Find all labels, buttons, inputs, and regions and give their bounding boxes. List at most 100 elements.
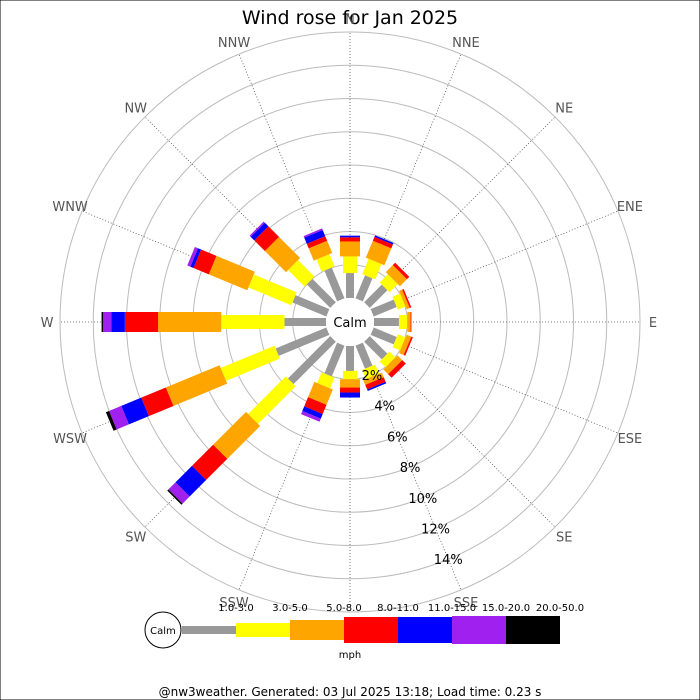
- bar-segment-nnw-4: [304, 229, 326, 244]
- legend-label-0: 1.0-3.0: [218, 603, 253, 614]
- bar-segment-sse-1: [362, 364, 380, 380]
- bar-segment-nw-5: [249, 221, 265, 237]
- bar-segment-ne-2: [385, 265, 407, 287]
- legend-calm-label: Calm: [150, 626, 176, 637]
- bar-segment-sw-0: [287, 336, 336, 385]
- direction-label-e: E: [649, 316, 657, 331]
- bar-segment-wnw-2: [208, 255, 255, 291]
- radial-tick-label: 6%: [387, 430, 408, 445]
- spoke-ene: [372, 210, 619, 314]
- legend-label-1: 3.0-5.0: [272, 603, 307, 614]
- bar-segment-wnw-3: [193, 249, 217, 275]
- bar-segment-s-4: [340, 392, 360, 398]
- bar-segment-ssw-2: [308, 381, 333, 405]
- bar-segment-ssw-0: [324, 342, 345, 377]
- footer-text: @nw3weather. Generated: 03 Jul 2025 13:1…: [159, 685, 542, 699]
- chart-title: Wind rose for Jan 2025: [242, 7, 458, 29]
- bar-segment-wsw-5: [108, 405, 129, 430]
- bar-segment-ne-1: [379, 274, 398, 293]
- bar-segment-e-3: [410, 312, 412, 332]
- spoke-ssw: [238, 344, 342, 591]
- bar-segment-sse-4: [367, 381, 387, 392]
- bar-segment-ne-3: [392, 262, 410, 280]
- bar-segment-se-0: [364, 336, 388, 360]
- bar-segment-wnw-1: [248, 274, 297, 306]
- bar-segment-sw-4: [175, 465, 207, 497]
- bar-segment-se-3: [388, 360, 406, 378]
- bar-segment-nnw-3: [306, 236, 328, 249]
- radial-tick-label: 2%: [362, 369, 383, 384]
- bar-segment-wsw-2: [165, 365, 228, 406]
- wind-bars: [101, 221, 413, 505]
- direction-label-wsw: WSW: [53, 432, 87, 447]
- bar-segment-ene-1: [392, 293, 406, 310]
- legend-swatch-0: [182, 626, 236, 634]
- bar-segment-ene-3: [402, 288, 412, 309]
- bar-segment-ssw-5: [301, 410, 321, 422]
- legend-swatch-6: [506, 616, 560, 644]
- bar-segment-ese-0: [370, 327, 397, 345]
- bar-segment-s-3: [340, 387, 360, 393]
- bar-segment-nne-2: [365, 240, 392, 266]
- bar-segment-n-4: [340, 235, 360, 238]
- calm-label: Calm: [333, 316, 366, 331]
- direction-label-w: W: [41, 316, 54, 331]
- bar-segment-nne-1: [362, 258, 382, 280]
- bar-segment-sse-2: [363, 372, 384, 385]
- bar-segment-wnw-5: [187, 246, 199, 267]
- bar-w: [101, 312, 326, 332]
- direction-label-sse: SSE: [454, 596, 479, 611]
- calm-circle-group: Calm: [326, 298, 374, 346]
- bar-segment-sse-3: [365, 377, 386, 390]
- direction-label-ssw: SSW: [219, 596, 249, 611]
- bar-ssw: [301, 342, 345, 422]
- bar-segment-ssw-3: [304, 397, 327, 415]
- direction-label-se: SE: [556, 530, 572, 545]
- bar-segment-nnw-2: [308, 240, 333, 261]
- bar-segment-nw-1: [288, 260, 315, 287]
- bar-se: [364, 336, 406, 378]
- bar-segment-s-2: [340, 379, 360, 388]
- legend-swatch-5: [452, 616, 506, 644]
- bar-segment-ssw-1: [317, 372, 335, 389]
- bar-segment-w-1: [221, 315, 285, 329]
- bar-wsw: [105, 327, 330, 431]
- bar-nw: [249, 221, 336, 308]
- radial-tick-label: 10%: [408, 492, 437, 507]
- legend-calm-circle: [144, 611, 182, 649]
- bar-segment-wnw-4: [190, 248, 202, 268]
- grid-ring: [59, 31, 641, 613]
- direction-label-wnw: WNW: [52, 200, 88, 215]
- bar-n: [340, 235, 360, 298]
- legend-label-4: 11.0-15.0: [428, 603, 476, 614]
- direction-label-nnw: NNW: [218, 36, 250, 51]
- bar-segment-sse-0: [355, 342, 373, 369]
- bar-e: [374, 312, 412, 332]
- bar-segment-sw-3: [191, 444, 228, 481]
- direction-label-ese: ESE: [618, 432, 643, 447]
- bar-segment-wnw-0: [292, 295, 330, 317]
- legend-swatch-2: [290, 620, 344, 640]
- bar-segment-n-0: [346, 273, 354, 298]
- bar-segment-ssw-4: [302, 406, 323, 419]
- bar-segment-wsw-6: [105, 411, 117, 431]
- bar-segment-nw-0: [306, 278, 336, 308]
- legend-label-5: 15.0-20.0: [482, 603, 530, 614]
- legend-swatch-4: [398, 617, 452, 643]
- bar-segment-nnw-0: [324, 267, 345, 302]
- bar-segment-sw-5: [168, 482, 190, 504]
- speed-legend: Calm 1.0-3.0 3.0-5.0 5.0-8.0 8.0-11.0 11.0-15…: [144, 603, 584, 661]
- bar-ese: [370, 327, 413, 356]
- calm-circle: [326, 298, 374, 346]
- bar-segment-nw-3: [254, 226, 279, 251]
- grid-ring: [92, 64, 608, 580]
- bar-segment-w-3: [124, 312, 159, 332]
- legend-units: mph: [339, 650, 361, 661]
- legend-label-3: 8.0-11.0: [377, 603, 419, 614]
- bar-segment-ne-0: [364, 284, 388, 308]
- direction-label-ene: ENE: [617, 200, 643, 215]
- legend-label-6: 20.0-50.0: [536, 603, 584, 614]
- bar-segment-wsw-0: [275, 327, 330, 356]
- bar-segment-e-2: [407, 312, 411, 332]
